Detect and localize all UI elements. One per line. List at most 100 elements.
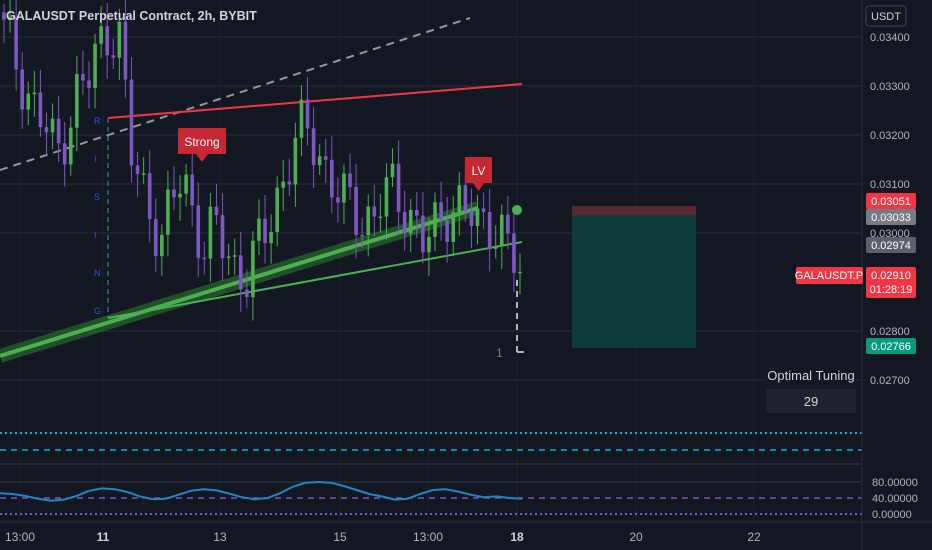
candle-body [245,289,249,298]
candle-body [263,218,267,244]
candle-body [68,127,73,165]
last-price-label-bg [866,267,916,298]
profit-zone [572,215,696,348]
rising-letter: R [94,116,101,126]
optimal-tuning-label: Optimal Tuning [767,368,854,383]
candle-body [38,92,43,128]
lv-text: LV [472,164,486,178]
time-tick-label: 13:00 [413,530,443,544]
candle-body [378,216,383,219]
candle-body [457,185,462,213]
dashed-trend-line [0,17,471,171]
candle-body [427,236,431,253]
candle-body [190,174,194,206]
target-top-label: 0.03051 [871,196,911,208]
candle-body [232,255,237,257]
candle-body [475,208,480,227]
osc-tick-label: 80.00000 [872,477,918,489]
oscillator-line [0,480,523,502]
candle-body [93,43,97,88]
candle-body [172,189,176,198]
candle-body [184,174,188,194]
price-ticks: 0.034000.033000.032000.031000.030000.028… [870,32,910,387]
time-tick-label: 15 [333,530,347,544]
entry-label-bg [866,237,916,253]
candle-body [305,99,310,129]
candle-body [153,218,158,257]
chart-title: GALAUSDT Perpetual Contract, 2h, BYBIT [6,9,257,23]
candle-body [463,185,468,211]
time-ticks: 13:00 11 13 15 13:00 18 20 22 [5,530,761,544]
time-axis[interactable]: 13:00 11 13 15 13:00 18 20 22 [0,521,932,544]
candle-body [202,257,207,260]
rising-letter: N [94,268,101,278]
candle-body [311,128,316,166]
rising-letter: I [94,154,97,164]
candle-body [299,99,304,138]
candle-body [50,118,55,133]
candle-body [117,21,122,58]
currency-text: USDT [871,11,901,23]
price-tick-label: 0.03200 [870,130,910,142]
candle-body [147,173,152,219]
candle-body [2,12,6,20]
candle-body [160,234,164,257]
candle-body [469,210,474,227]
currency-button[interactable] [865,5,907,27]
time-tick-label: 18 [510,530,524,544]
candle-body [111,55,116,58]
price-tick-label: 0.03400 [870,32,910,44]
time-tick-label: 13:00 [5,530,35,544]
osc-ticks: 80.00000 40.00000 0.00000 [872,477,918,521]
symbol-label: GALAUSDT.P [795,270,863,282]
candle-body [14,16,18,70]
candle-body [506,214,510,234]
candle-body [26,93,31,110]
countdown-label: 01:28:19 [870,284,913,296]
stop-label-bg [866,338,916,354]
rising-letter: I [94,230,97,240]
count-label: 1 [496,346,503,360]
candle-body [281,181,286,188]
candle-body [493,246,498,249]
target-mid-label-bg [866,209,916,225]
rising-letter: S [94,192,100,202]
candle-body [141,173,146,175]
candle-body [415,210,419,216]
candle-body [269,231,273,244]
position-box[interactable] [572,206,696,348]
candle-body [323,156,328,160]
candle-body [44,127,49,133]
candle-body [408,210,413,234]
rising-letters: R I S I N G [94,116,101,316]
time-tick-label: 11 [97,530,110,544]
time-tick-label: 13 [213,530,227,544]
candle-body [499,214,504,247]
candle-body [354,186,358,235]
candle-body [384,177,389,217]
time-tick-label: 22 [747,530,761,544]
candle-body [336,197,340,203]
candle-body [81,74,85,81]
candle-body [360,234,364,237]
candle-body [129,79,134,166]
strong-text: Strong [184,135,219,149]
price-tick-label: 0.02800 [870,326,910,338]
drawings[interactable] [0,17,524,363]
optimal-tuning-panel: Optimal Tuning 29 [766,362,856,413]
price-label-group: 0.03051 0.03033 0.02974 GALAUSDT.P 0.029… [795,193,916,354]
strong-badge: Strong [178,128,226,162]
candle-body [439,202,443,221]
candle-body [166,189,170,235]
candle-body [196,205,201,258]
osc-tick-label: 0.00000 [872,509,912,521]
lv-badge: LV [465,157,492,191]
target-mid-label: 0.03033 [871,212,911,224]
candle-body [220,215,225,259]
oscillator-pane [0,432,862,515]
candle-body [433,202,437,237]
candle-body [32,92,37,95]
candle-body [56,118,61,144]
stop-label: 0.02766 [871,341,911,353]
